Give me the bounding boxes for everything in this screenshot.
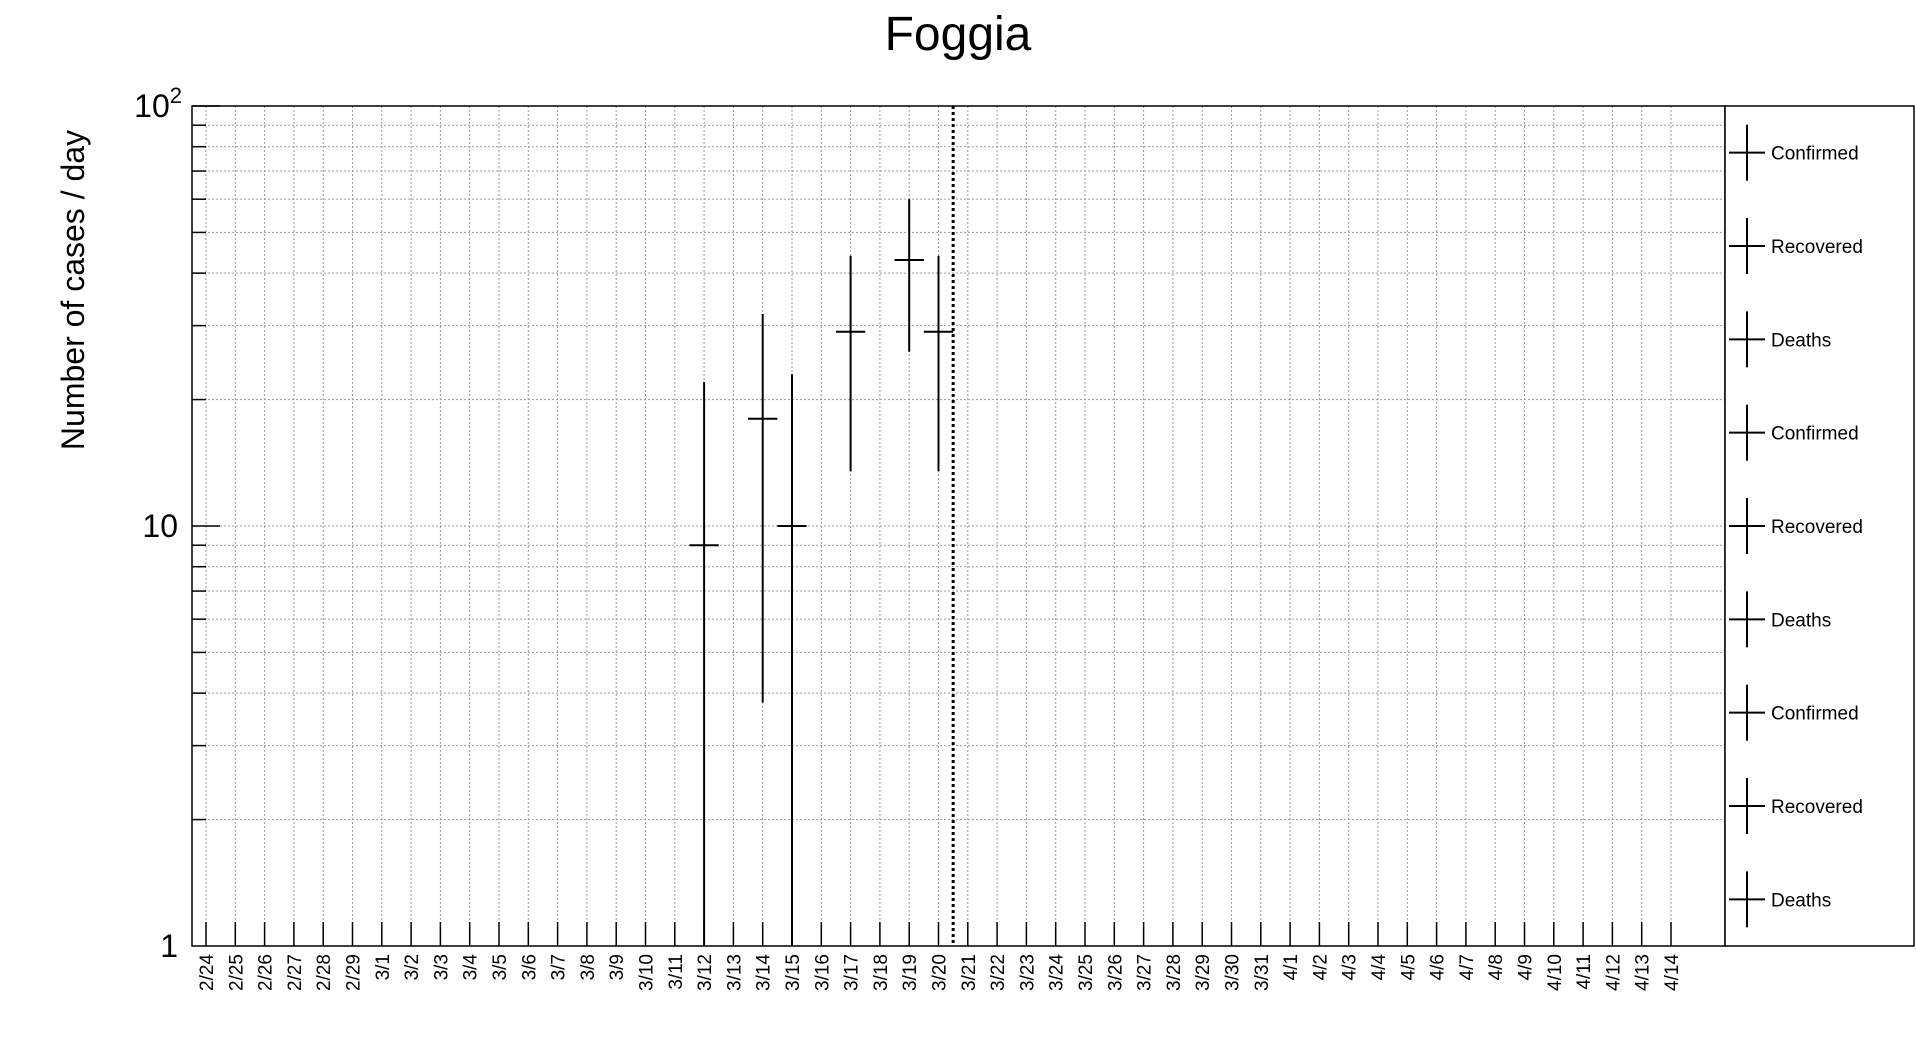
x-tick-label: 4/12 — [1603, 954, 1624, 991]
x-tick-label: 3/4 — [461, 954, 482, 981]
legend-label: Confirmed — [1771, 144, 1859, 165]
x-tick-label: 3/21 — [959, 954, 980, 991]
x-tick-label: 3/23 — [1017, 954, 1038, 991]
x-tick-label: 3/7 — [549, 954, 570, 980]
y-axis-label: Number of cases / day — [55, 130, 91, 450]
x-tick-label: 3/17 — [842, 954, 863, 991]
legend-label: Recovered — [1771, 797, 1863, 818]
x-tick-label: 4/9 — [1516, 954, 1537, 980]
x-tick-label: 3/15 — [783, 954, 804, 991]
x-tick-label: 3/11 — [666, 954, 687, 990]
x-tick-label: 3/12 — [695, 954, 716, 991]
x-tick-label: 3/20 — [930, 954, 951, 991]
x-tick-label: 4/8 — [1486, 954, 1507, 980]
x-tick-label: 3/24 — [1047, 954, 1068, 991]
x-tick-label: 3/29 — [1193, 954, 1214, 991]
x-tick-label: 4/4 — [1369, 954, 1390, 981]
x-tick-label: 2/28 — [314, 954, 335, 991]
x-tick-label: 4/10 — [1545, 954, 1566, 991]
y-tick-label: 10 — [142, 508, 178, 544]
x-tick-label: 3/9 — [607, 954, 628, 980]
x-tick-label: 4/13 — [1633, 954, 1654, 991]
x-tick-label: 2/24 — [197, 954, 218, 991]
x-tick-label: 3/6 — [519, 954, 540, 980]
x-tick-label: 3/19 — [900, 954, 921, 991]
x-tick-label: 3/10 — [637, 954, 658, 991]
x-tick-label: 4/2 — [1310, 954, 1331, 980]
x-tick-label: 4/1 — [1281, 954, 1302, 980]
x-tick-label: 4/11 — [1574, 954, 1595, 990]
grid — [192, 105, 1725, 946]
x-tick-label: 4/3 — [1340, 954, 1361, 980]
x-tick-label: 3/26 — [1105, 954, 1126, 991]
x-tick-label: 3/2 — [402, 954, 423, 980]
x-tick-label: 2/26 — [256, 954, 277, 991]
x-tick-labels: 2/24 2/25 2/26 2/27 2/28 2/29 3/1 3/2 3/3 3/4 3/5 3… — [197, 954, 1683, 991]
x-tick-label: 3/8 — [578, 954, 599, 980]
x-tick-label: 3/28 — [1164, 954, 1185, 991]
x-tick-label: 3/18 — [871, 954, 892, 991]
x-tick-label: 2/27 — [285, 954, 306, 991]
legend-label: Recovered — [1771, 517, 1863, 538]
data-points — [689, 199, 954, 946]
x-tick-label: 3/5 — [490, 954, 511, 980]
y-tick-label: 102 — [134, 83, 182, 124]
x-tick-label: 4/14 — [1662, 954, 1683, 991]
x-tick-label: 3/22 — [988, 954, 1009, 991]
x-tick-label: 3/25 — [1076, 954, 1097, 991]
x-tick-label: 3/14 — [754, 954, 775, 991]
y-tick-labels: 1 10 102 — [134, 83, 182, 964]
x-tick-label: 3/3 — [431, 954, 452, 980]
legend-label: Deaths — [1771, 890, 1831, 911]
x-tick-label: 3/31 — [1252, 954, 1273, 991]
x-tick-label: 3/1 — [373, 954, 394, 980]
legend-label: Confirmed — [1771, 704, 1859, 725]
legend: Confirmed Recovered Deaths Confirmed Recover… — [1724, 105, 1915, 947]
x-tick-label: 3/13 — [724, 954, 745, 991]
legend-label: Confirmed — [1771, 424, 1859, 445]
legend-label: Deaths — [1771, 610, 1831, 631]
x-tick-label: 2/25 — [226, 954, 247, 991]
x-tick-label: 3/30 — [1223, 954, 1244, 991]
x-tick-label: 4/5 — [1398, 954, 1419, 980]
x-tick-label: 4/6 — [1428, 954, 1449, 980]
y-tick-label: 1 — [160, 928, 178, 964]
x-tick-label: 3/27 — [1135, 954, 1156, 991]
legend-label: Recovered — [1771, 237, 1863, 258]
legend-label: Deaths — [1771, 330, 1831, 351]
x-tick-label: 3/16 — [812, 954, 833, 991]
x-tick-label: 2/29 — [344, 954, 365, 991]
chart-title: Foggia — [885, 8, 1032, 61]
x-tick-label: 4/7 — [1457, 954, 1478, 980]
